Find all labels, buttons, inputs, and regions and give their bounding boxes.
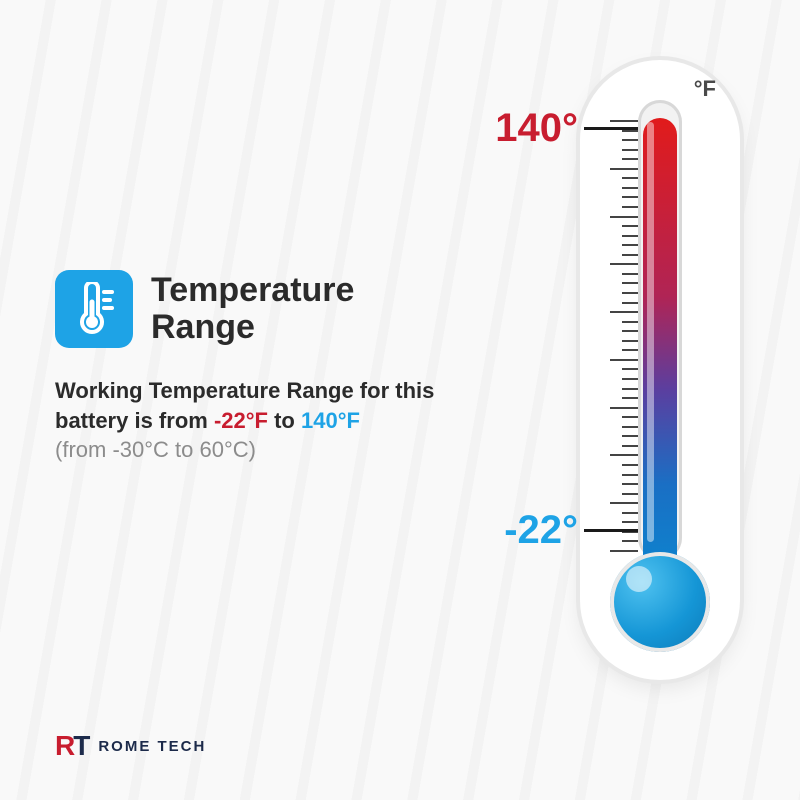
brand-logo: RT ROME TECH: [55, 730, 206, 762]
low-temp-label: -22°: [504, 508, 578, 553]
callout-low: -22°: [504, 508, 638, 553]
high-temp-label: 140°: [495, 106, 578, 151]
logo-mark-t: T: [73, 730, 88, 761]
thermometer-highlight: [647, 122, 654, 542]
unit-label: °F: [694, 76, 716, 102]
title-row: Temperature Range: [55, 270, 435, 348]
desc-high: 140°F: [301, 408, 360, 433]
title-line2: Range: [151, 308, 255, 346]
thermometer-ticks: [598, 120, 638, 550]
thermometer-icon: [55, 270, 133, 348]
callout-high: 140°: [495, 106, 638, 151]
description-celsius: (from -30°C to 60°C): [55, 437, 435, 463]
title-line1: Temperature: [151, 271, 354, 309]
thermometer: °F 140° -22°: [540, 60, 760, 720]
description: Working Temperature Range for this batte…: [55, 376, 435, 435]
title-text: Temperature Range: [151, 272, 354, 347]
thermometer-bulb-highlight: [626, 566, 652, 592]
desc-mid: to: [268, 408, 301, 433]
info-block: Temperature Range Working Temperature Ra…: [55, 270, 435, 463]
logo-mark: RT: [55, 730, 88, 762]
desc-low: -22°F: [214, 408, 268, 433]
logo-text: ROME TECH: [98, 738, 206, 755]
thermometer-bulb: [610, 552, 710, 652]
logo-mark-r: R: [55, 730, 73, 761]
